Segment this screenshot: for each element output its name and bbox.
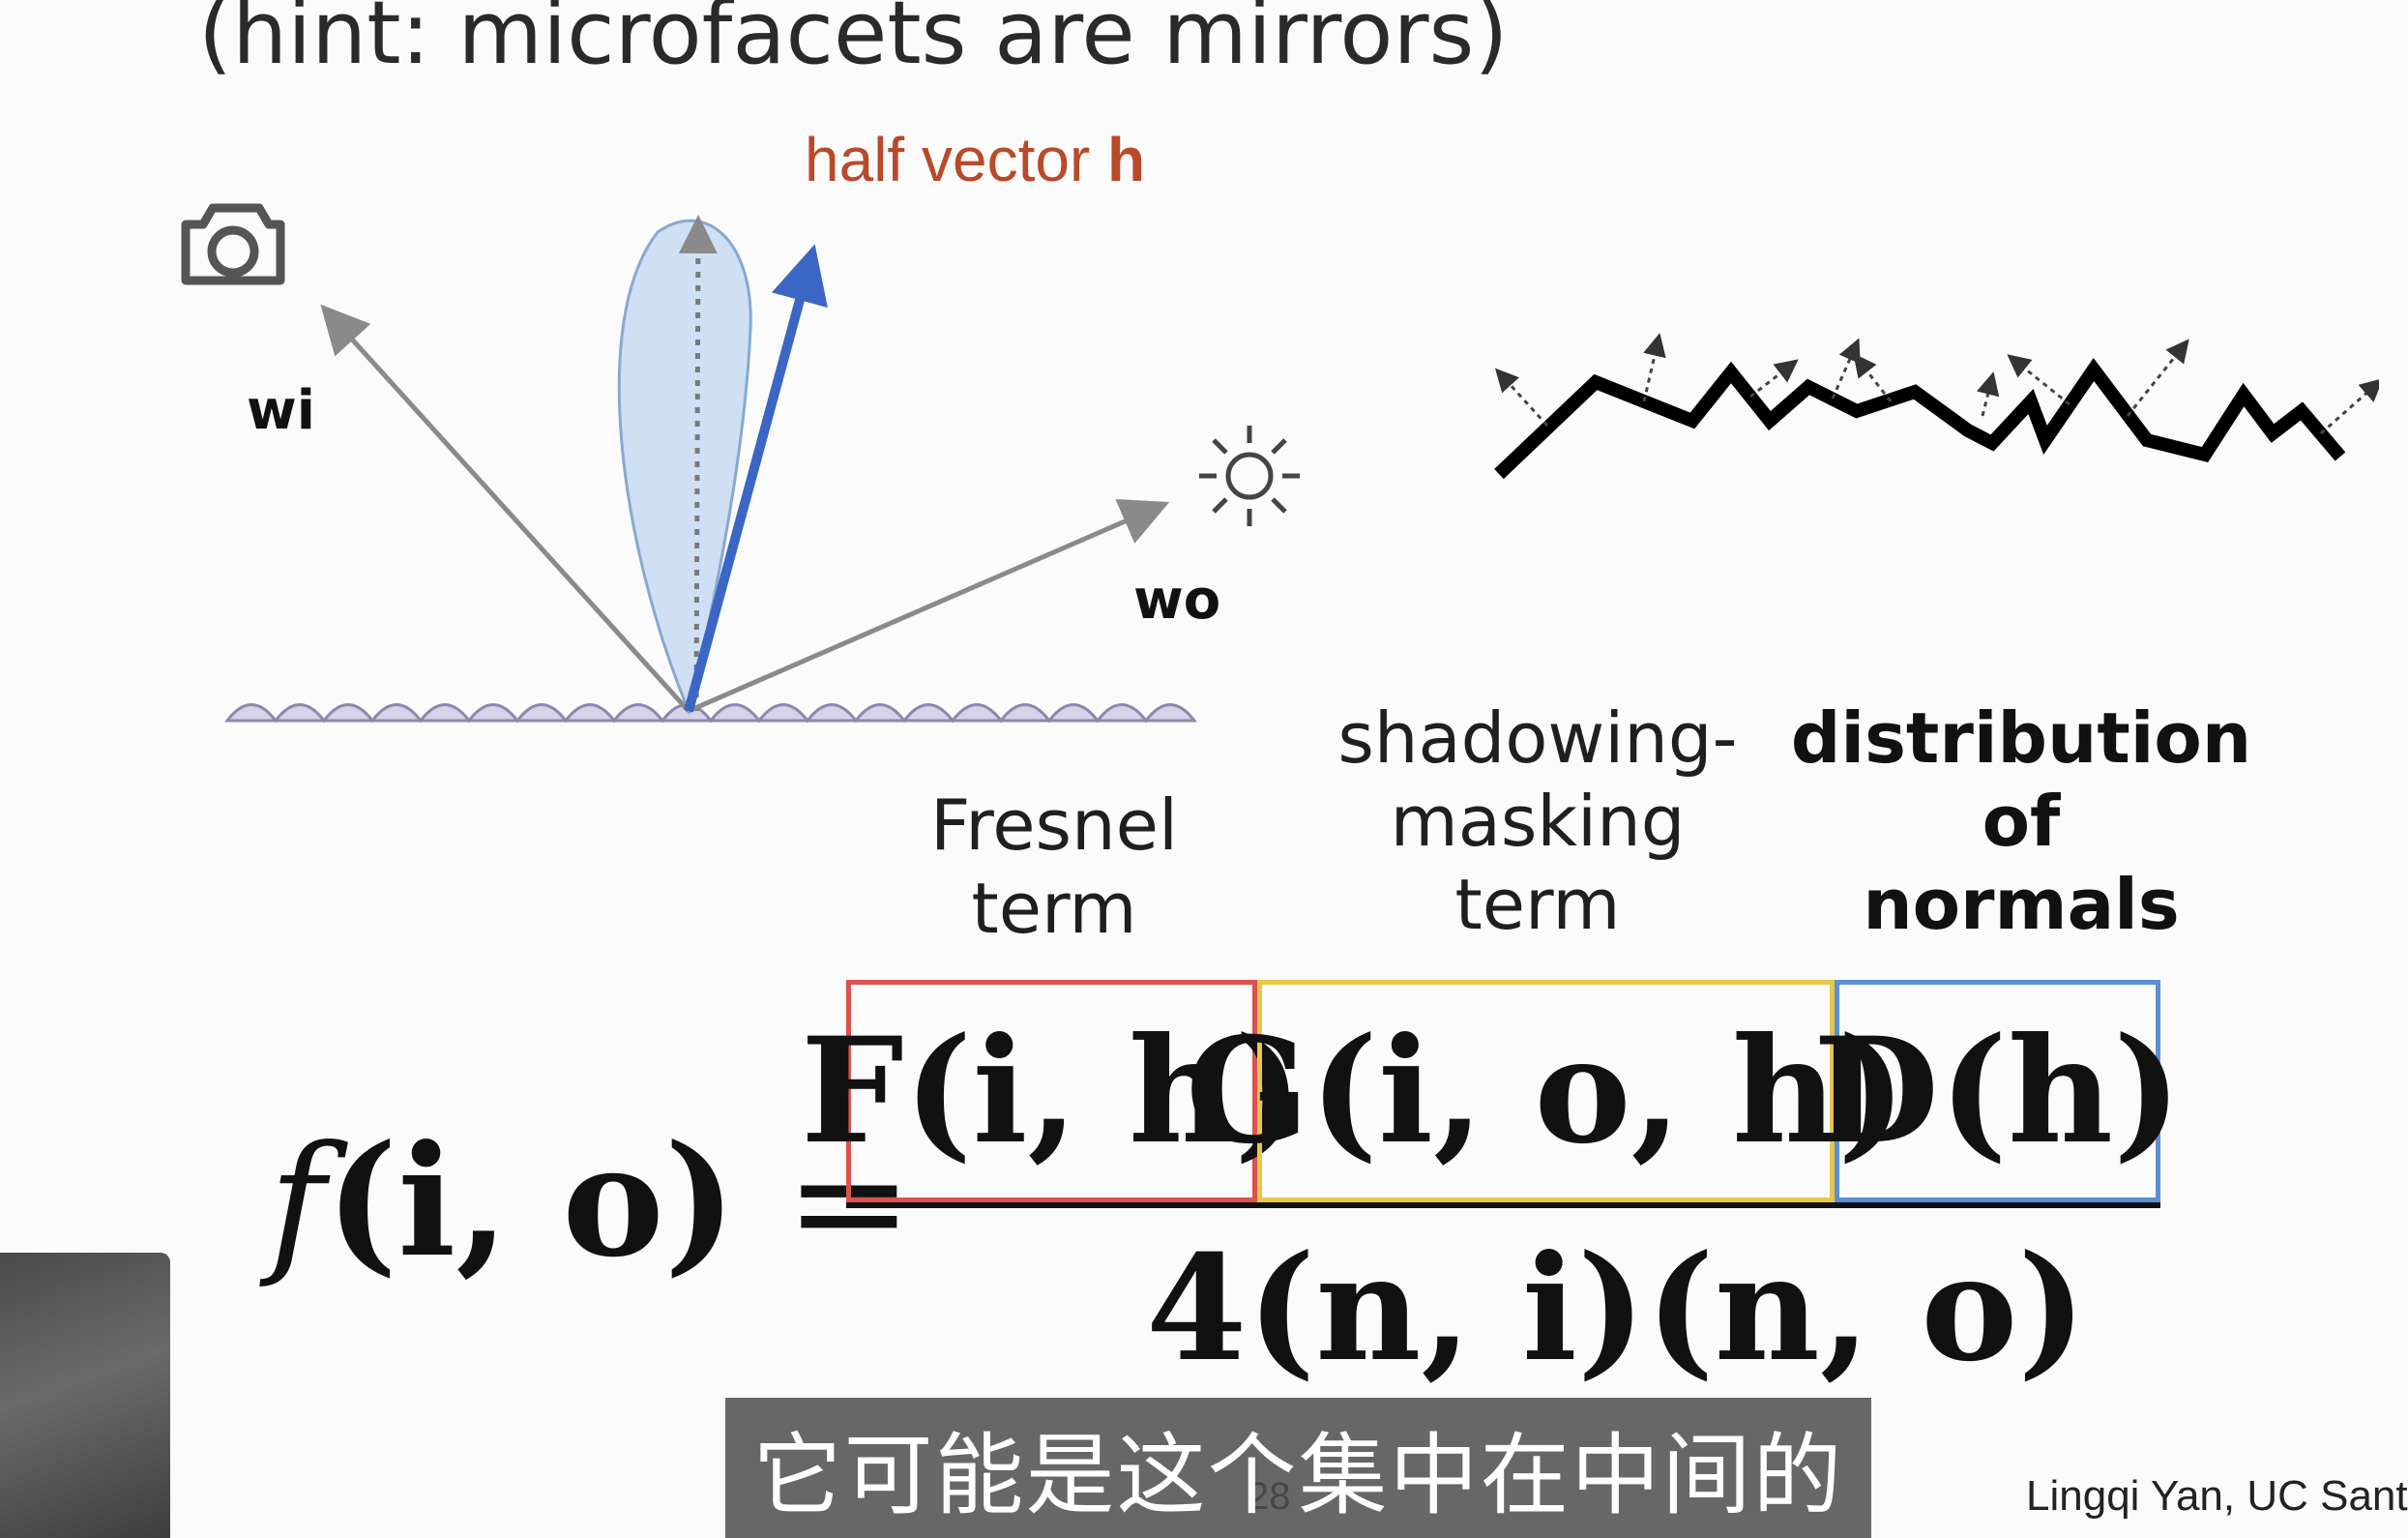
distribution-term-line-2: of [1982,781,2061,862]
geometry-expression: G(i, o, h) [1185,1006,1907,1176]
subtitle-caption: 它可能是这个集中在中间的 [725,1398,1871,1538]
half-vector-label-text: half vector [805,125,1091,194]
microfacet-reflection-diagram [181,203,1300,724]
distribution-term-line-3: normals [1863,864,2180,945]
wo-label: wo [1133,569,1221,632]
specular-lobe [617,219,752,716]
microfacet-surface-illustration [1494,333,2379,480]
distribution-of-normals-label: distribution of normals [1779,696,2263,946]
author-credit: Lingqi Yan, UC Sant [2026,1472,2408,1520]
facet-normals [1494,333,2379,435]
half-vector-label: half vector h [805,124,1145,195]
hint-text: (hint: microfacets are mirrors) [198,0,1509,84]
fresnel-term-box: F(i, h) [801,980,1303,1202]
denominator-expression: 4(n, i)(n, o) [1146,1224,2087,1394]
shadowing-masking-term-label: shadowing- masking term [1296,696,1779,946]
geometry-term-box: G(i, o, h) [1186,980,1906,1202]
denominator: 4(n, i)(n, o) [1146,1224,2086,1394]
brdf-function-symbol: f [269,1113,326,1291]
wi-vector [320,304,690,713]
fresnel-term-label: Fresnel term [841,784,1267,950]
half-vector-symbol: h [1107,125,1146,194]
zigzag-surface [1494,358,2346,480]
fresnel-term-line-2: term [971,868,1137,949]
camera-icon [181,203,285,285]
distribution-term-line-1: distribution [1790,697,2252,779]
shadowing-term-line-2: masking [1390,781,1686,862]
fresnel-term-line-1: Fresnel [930,784,1178,866]
distribution-term-box: D(h) [1813,980,2182,1202]
half-vector [684,244,828,713]
wo-vector [688,499,1170,714]
wi-label: wi [247,379,315,442]
fresnel-expression: F(i, h) [801,1006,1303,1176]
fraction-bar [846,1202,2160,1208]
shadowing-term-line-1: shadowing- [1337,697,1738,779]
sun-icon [1199,426,1300,526]
microsurface [223,703,1198,724]
distribution-expression: D(h) [1812,1006,2183,1176]
shadowing-term-line-3: term [1454,864,1621,945]
subtitle-text: 它可能是这个集中在中间的 [752,1424,1844,1527]
webcam-overlay [0,1253,170,1538]
brdf-args: (i, o) [325,1112,737,1291]
